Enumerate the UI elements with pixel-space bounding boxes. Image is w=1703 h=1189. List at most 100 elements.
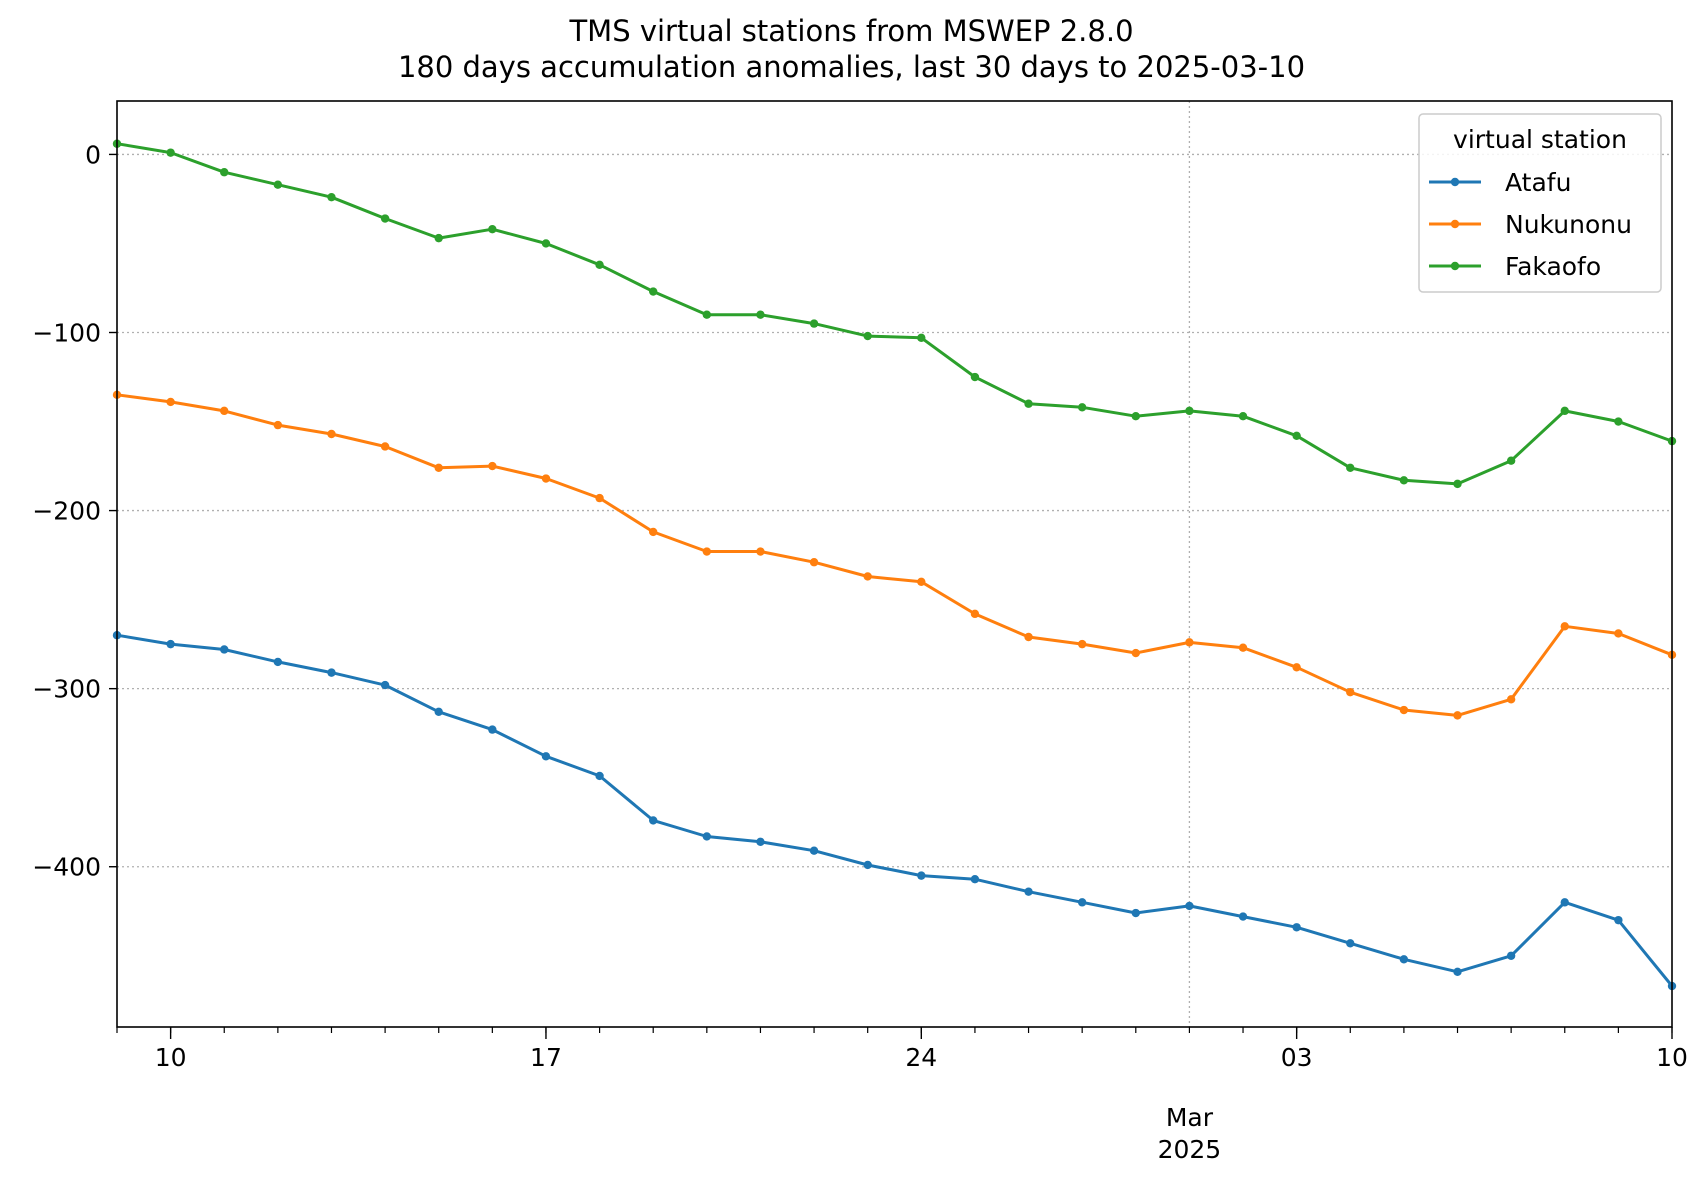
data-point — [1560, 406, 1569, 416]
data-point — [1614, 417, 1623, 426]
data-point — [166, 639, 175, 649]
data-point — [327, 668, 336, 677]
data-point — [809, 558, 819, 567]
data-point — [595, 260, 604, 270]
series-nukunonu — [112, 390, 1677, 720]
chart-title: TMS virtual stations from MSWEP 2.8.0 — [569, 14, 1134, 48]
series-line — [116, 393, 1673, 717]
data-point — [809, 846, 819, 855]
data-point — [1024, 887, 1033, 896]
data-point — [863, 860, 872, 870]
grid — [117, 101, 1672, 1027]
data-point — [649, 816, 658, 825]
data-point — [1185, 638, 1194, 647]
data-point — [1077, 898, 1087, 907]
data-point — [541, 474, 551, 483]
plot-frame — [116, 100, 1673, 1028]
data-point — [595, 771, 604, 781]
data-point — [1238, 411, 1248, 421]
data-point — [1614, 629, 1623, 638]
x-tick-label: 17 — [530, 1043, 562, 1072]
data-point — [380, 442, 390, 451]
data-point — [1346, 463, 1355, 473]
data-point — [541, 752, 551, 761]
data-point — [649, 287, 658, 296]
data-point — [1614, 915, 1623, 925]
data-point — [273, 180, 283, 189]
legend-title: virtual station — [1453, 125, 1627, 154]
y-tick-label: −100 — [32, 319, 101, 348]
data-point — [1024, 632, 1033, 642]
data-point — [1399, 705, 1409, 715]
x-tick-label: 10 — [155, 1043, 187, 1072]
data-point — [434, 463, 443, 473]
x-month-label: Mar — [1166, 1103, 1214, 1132]
data-point — [1185, 406, 1194, 416]
legend-box — [1418, 113, 1662, 293]
data-point — [380, 680, 390, 690]
data-point — [541, 239, 551, 248]
data-point — [649, 527, 658, 537]
data-point — [434, 233, 443, 243]
data-point — [1453, 711, 1462, 720]
data-point — [970, 874, 980, 884]
legend-marker — [1450, 261, 1460, 271]
y-tick-label: −400 — [32, 853, 101, 882]
data-point — [220, 168, 229, 177]
data-point — [1399, 476, 1409, 485]
data-point — [756, 837, 765, 846]
chart-subtitle: 180 days accumulation anomalies, last 30… — [397, 50, 1306, 84]
y-tick-label: −300 — [32, 675, 101, 704]
data-point — [1238, 912, 1248, 921]
data-point — [917, 871, 926, 880]
data-point — [1238, 643, 1248, 652]
data-point — [595, 493, 604, 503]
data-point — [1453, 967, 1462, 976]
series-line — [116, 142, 1673, 486]
data-point — [1560, 622, 1569, 631]
axes: 0 −100 −200 −300 −400 10 17 24 03 10 Mar 2025 — [32, 140, 1688, 1164]
data-point — [1506, 456, 1516, 465]
data-point — [809, 319, 819, 328]
data-point — [1346, 688, 1355, 697]
legend-marker — [1450, 177, 1460, 187]
series-fakaofo — [112, 139, 1677, 489]
data-point — [1024, 399, 1033, 408]
x-tick-label: 24 — [905, 1043, 937, 1072]
data-point — [1131, 908, 1140, 918]
data-point — [220, 645, 229, 654]
x-year-label: 2025 — [1158, 1135, 1222, 1164]
data-point — [327, 192, 336, 202]
data-point — [327, 429, 336, 439]
data-point — [756, 310, 765, 319]
data-point — [220, 406, 229, 416]
data-point — [1131, 648, 1140, 658]
data-point — [756, 547, 765, 556]
data-point — [1292, 663, 1301, 672]
data-point — [488, 461, 497, 471]
y-tick-label: 0 — [85, 140, 101, 169]
data-point — [273, 420, 283, 430]
data-point — [380, 214, 390, 223]
data-point — [1292, 431, 1301, 440]
data-point — [1131, 411, 1140, 421]
data-point — [970, 609, 980, 619]
data-point — [1453, 479, 1462, 489]
data-point — [702, 310, 712, 319]
data-point — [863, 572, 872, 581]
data-point — [1399, 955, 1409, 964]
data-point — [488, 725, 497, 734]
data-point — [1185, 901, 1194, 911]
data-point — [1346, 939, 1355, 948]
legend-label: Atafu — [1505, 168, 1571, 197]
data-point — [1077, 639, 1087, 649]
data-point — [166, 397, 175, 407]
legend-marker — [1450, 219, 1460, 229]
data-point — [488, 225, 497, 234]
legend-label: Fakaofo — [1505, 252, 1601, 281]
x-tick-label: 10 — [1656, 1043, 1688, 1072]
legend: virtual station Atafu Nukunonu Fakaofo — [1418, 113, 1662, 293]
data-point — [1560, 898, 1569, 907]
series-atafu — [112, 631, 1677, 991]
